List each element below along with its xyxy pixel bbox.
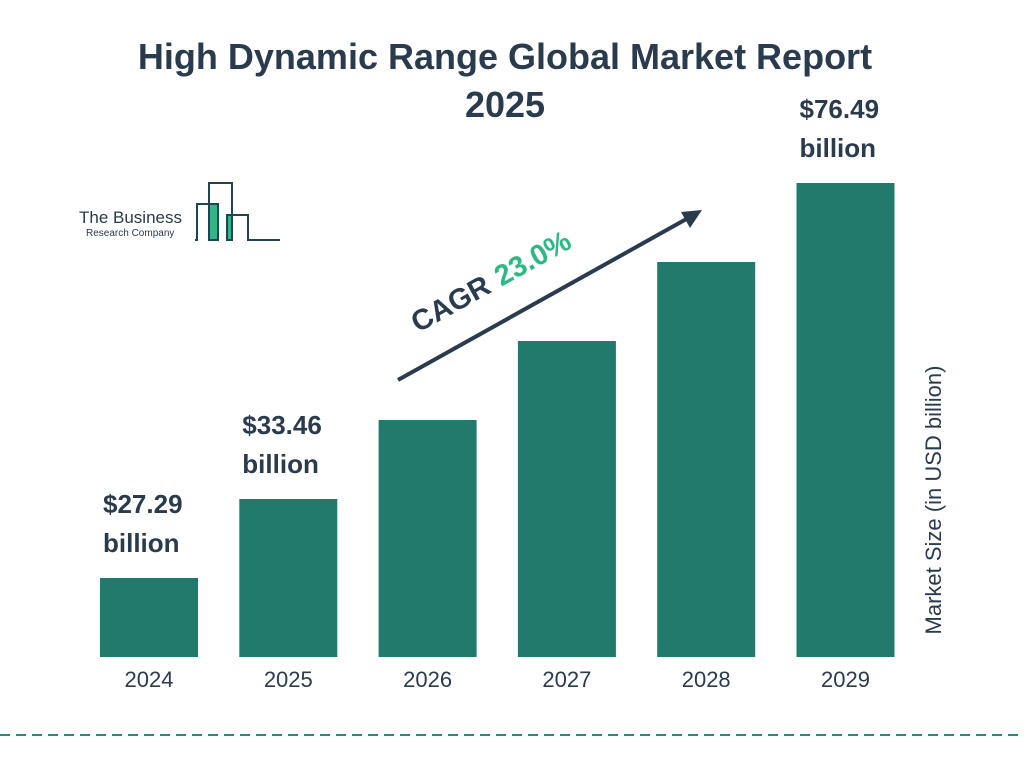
bar-2024 bbox=[100, 578, 198, 657]
bar-2026 bbox=[378, 420, 477, 657]
arrow-head-icon bbox=[681, 210, 702, 228]
x-tick-label: 2028 bbox=[682, 667, 731, 692]
x-tick-label: 2024 bbox=[125, 667, 174, 692]
data-label-unit: billion bbox=[800, 133, 877, 163]
cagr-value: 23.0% bbox=[489, 225, 577, 293]
bar-2028 bbox=[657, 262, 756, 657]
data-label-value: $33.46 bbox=[242, 410, 322, 440]
x-tick-label: 2027 bbox=[542, 667, 591, 692]
x-tick-labels: 2024 2025 2026 2027 2028 2029 bbox=[125, 667, 870, 692]
logo-line2: Research Company bbox=[86, 228, 174, 239]
chart-title-line1: High Dynamic Range Global Market Report bbox=[138, 36, 872, 77]
x-tick-label: 2026 bbox=[403, 667, 452, 692]
cagr-label: CAGR bbox=[406, 270, 496, 339]
data-label-unit: billion bbox=[103, 528, 180, 558]
logo: The Business Research Company bbox=[79, 182, 280, 241]
bar-2027 bbox=[517, 341, 616, 657]
data-label-value: $27.29 bbox=[103, 489, 183, 519]
x-tick-label: 2029 bbox=[821, 667, 870, 692]
bar-2029 bbox=[796, 183, 895, 657]
svg-text:CAGR23.0%: CAGR23.0% bbox=[406, 225, 577, 339]
logo-line1: The Business bbox=[79, 208, 182, 227]
chart-title-line2: 2025 bbox=[465, 84, 545, 125]
data-label-value: $76.49 bbox=[800, 94, 880, 124]
bar-2025 bbox=[239, 499, 338, 657]
data-label-unit: billion bbox=[242, 449, 319, 479]
y-axis-label: Market Size (in USD billion) bbox=[921, 366, 946, 635]
x-tick-label: 2025 bbox=[264, 667, 313, 692]
bars bbox=[100, 183, 895, 657]
data-labels: $27.29 billion $33.46 billion $76.49 billion bbox=[103, 94, 879, 558]
